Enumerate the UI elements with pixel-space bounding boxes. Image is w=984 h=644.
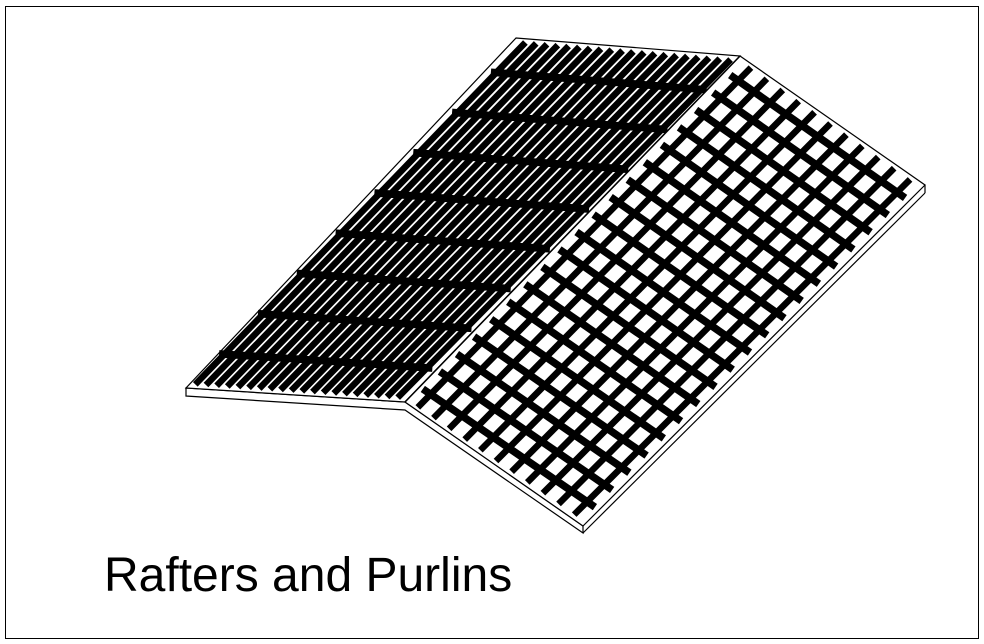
left-rafter <box>192 40 528 387</box>
left-rafter <box>363 54 701 398</box>
right-purlin <box>437 368 615 494</box>
right-purlin <box>471 333 649 459</box>
left-rafter <box>374 55 712 399</box>
left-rafter <box>395 57 733 400</box>
left-rafter <box>214 41 550 389</box>
left-rafter <box>267 46 604 392</box>
right-purlin <box>625 176 804 305</box>
left-rafter <box>235 43 571 390</box>
right-purlin <box>574 228 753 356</box>
right-purlin <box>693 106 873 236</box>
left-rafter <box>203 41 539 388</box>
right-purlin <box>608 194 787 322</box>
right-purlin <box>420 385 598 511</box>
right-purlin <box>642 159 822 287</box>
left-rafter <box>352 53 690 398</box>
left-roof-plane <box>184 37 742 403</box>
left-purlin <box>374 189 590 213</box>
right-purlin <box>454 350 632 476</box>
left-purlin <box>218 350 433 372</box>
ridge-line <box>404 55 741 403</box>
left-rafter <box>299 49 636 394</box>
right-purlin <box>506 298 684 425</box>
left-rafter <box>342 52 679 397</box>
right-purlin <box>488 316 666 442</box>
diagram-caption: Rafters and Purlins <box>104 549 513 602</box>
left-purlin <box>451 108 668 134</box>
left-rafter <box>288 48 625 393</box>
left-purlin <box>335 229 551 253</box>
left-rafter <box>310 50 647 395</box>
left-rafter <box>331 51 669 396</box>
left-purlin <box>296 269 512 293</box>
frame-border <box>5 6 979 639</box>
left-rafter <box>246 44 582 391</box>
right-purlin <box>557 246 735 373</box>
right-purlin <box>676 124 856 253</box>
left-rafter <box>256 45 593 391</box>
left-purlin <box>490 68 707 94</box>
right-purlin <box>710 89 890 219</box>
right-roof-plane <box>404 55 926 527</box>
right-purlin <box>591 211 770 339</box>
left-purlin <box>412 148 629 174</box>
left-rafter <box>224 42 561 389</box>
left-purlin <box>257 309 472 333</box>
left-rafter <box>320 50 658 396</box>
left-rafter <box>278 47 615 393</box>
right-end-edge-bottom <box>582 192 926 534</box>
right-purlin <box>659 141 839 270</box>
right-purlin <box>523 281 701 408</box>
left-rafter <box>384 56 723 400</box>
right-purlin <box>540 263 718 390</box>
right-purlin <box>728 72 908 201</box>
